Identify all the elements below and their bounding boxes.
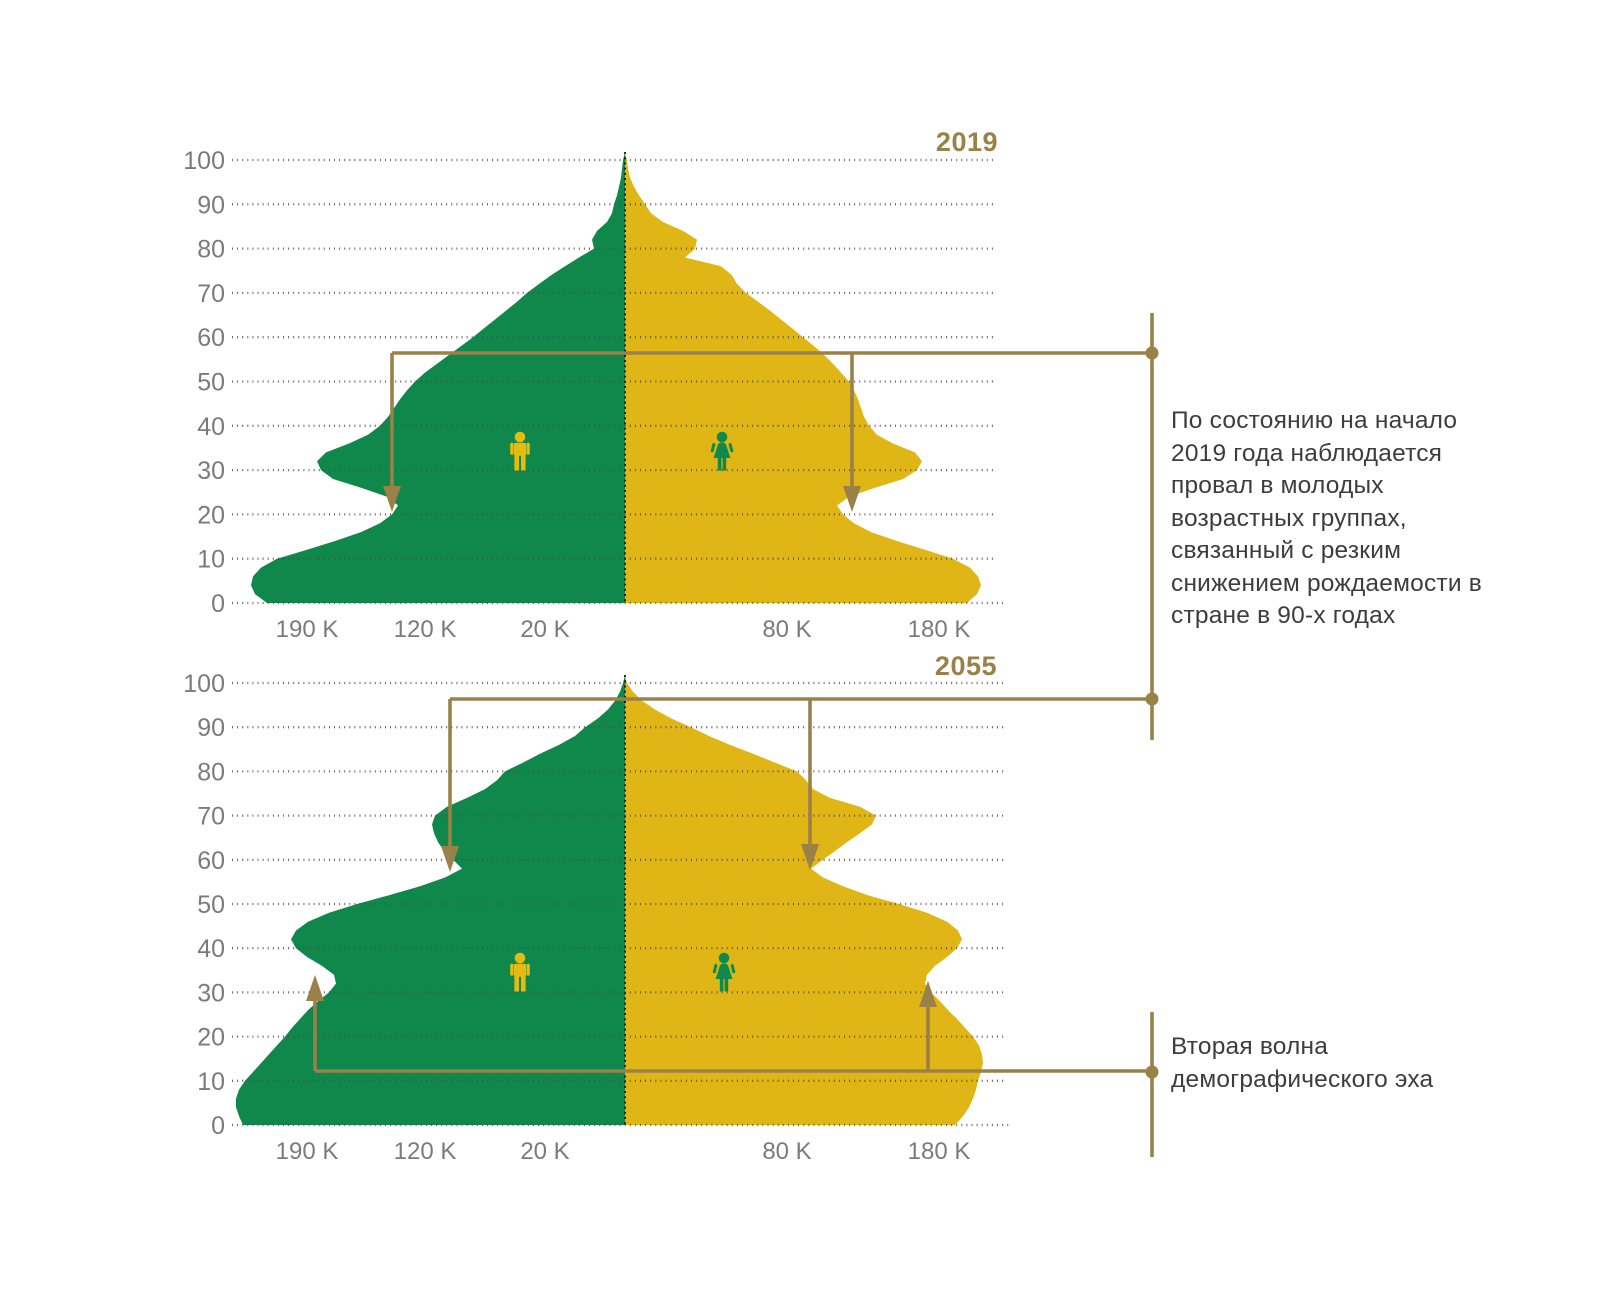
chart-title-2055: 2055 [934,651,997,681]
arrow-2019-female-dip-head [843,486,861,512]
y-axis-tick-label: 50 [197,369,225,397]
y-axis-tick-label: 20 [197,1024,225,1052]
y-axis-tick-label: 100 [183,147,225,175]
x-axis-tick-label: 120 K [394,616,457,643]
arrow-2055-female-echo-head [919,981,937,1007]
x-axis-tick-label: 120 K [394,1138,457,1165]
x-axis-tick-label: 80 K [762,1138,811,1165]
y-axis-tick-label: 80 [197,236,225,264]
y-axis-tick-label: 100 [183,670,225,698]
pyramid-2055-female-area [625,675,983,1125]
arrow-2055-female-dip-head [801,844,819,870]
y-axis-tick-label: 60 [197,847,225,875]
y-axis-tick-label: 30 [197,457,225,485]
y-axis-tick-label: 50 [197,891,225,919]
annotation-birthrate-dip: По состоянию на начало 2019 года наблюда… [1171,407,1482,629]
y-axis-tick-label: 0 [211,590,225,618]
annotation-second-echo-wave: Вторая волна демографического эха [1171,1033,1434,1093]
connector-dot [1145,692,1159,706]
y-axis-tick-label: 70 [197,280,225,308]
y-axis-tick-label: 0 [211,1112,225,1140]
y-axis-tick-label: 70 [197,803,225,831]
y-axis-tick-label: 80 [197,758,225,786]
x-axis-tick-label: 20 K [520,1138,569,1165]
pyramid-2019-male-area [251,152,625,603]
arrow-2055-male-dip-head [441,846,459,872]
x-axis-tick-label: 190 K [276,1138,339,1165]
pyramid-2055-male-area [236,675,625,1125]
x-axis-tick-label: 190 K [276,616,339,643]
x-axis-tick-label: 180 K [908,616,971,643]
chart-title-2019: 2019 [935,127,998,157]
y-axis-tick-label: 90 [197,714,225,742]
y-axis-tick-label: 20 [197,501,225,529]
arrow-2055-male-echo-head [306,975,324,1001]
pyramid-2019-female-area [625,152,981,603]
x-axis-tick-label: 180 K [908,1138,971,1165]
y-axis-tick-label: 10 [197,546,225,574]
y-axis-tick-label: 60 [197,324,225,352]
y-axis-tick-label: 40 [197,413,225,441]
y-axis-tick-label: 90 [197,191,225,219]
connector-dot [1145,1065,1159,1079]
x-axis-tick-label: 80 K [762,616,811,643]
x-axis-tick-label: 20 K [520,616,569,643]
y-axis-tick-label: 10 [197,1068,225,1096]
arrow-2019-male-dip-head [383,486,401,512]
y-axis-tick-label: 30 [197,979,225,1007]
connector-dot [1145,346,1159,360]
y-axis-tick-label: 40 [197,935,225,963]
